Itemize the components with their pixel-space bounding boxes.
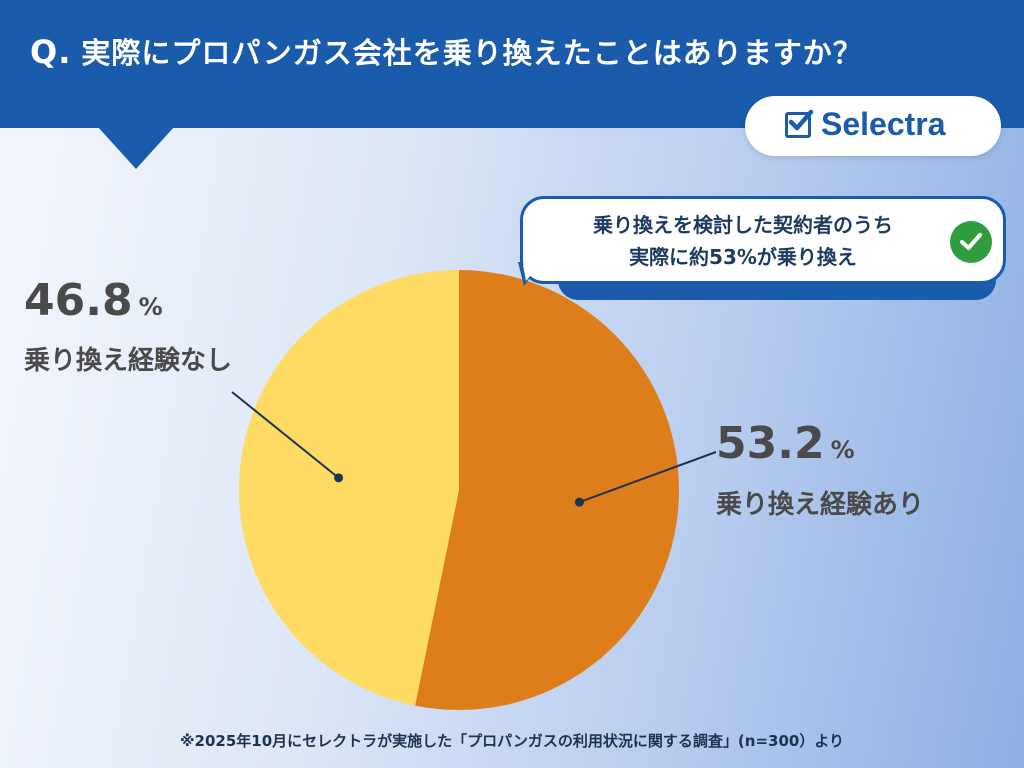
leader-dot-0 — [574, 497, 584, 507]
callout-bubble: 乗り換えを検討した契約者のうち 実際に約53%が乗り換え — [520, 196, 1006, 284]
question-title: Q. 実際にプロパンガス会社を乗り換えたことはありますか？ — [30, 30, 863, 72]
logo-text: Selectra — [821, 106, 946, 142]
pie-slice-not-switched — [238, 270, 459, 706]
footnote: ※2025年10月にセレクトラが実施した「プロパンガスの利用状況に関する調査」(… — [179, 732, 845, 750]
pct-value-switched: 53.2 — [716, 418, 825, 469]
pct-label-not-switched: 46.8% — [24, 275, 163, 326]
slice-label-not-switched: 乗り換え経験なし — [24, 346, 233, 376]
pct-label-switched: 53.2% — [716, 418, 855, 469]
question-mark-label: Q. — [30, 33, 72, 71]
slice-label-switched: 乗り換え経験あり — [716, 490, 925, 520]
callout-text: 乗り換えを検討した契約者のうち 実際に約53%が乗り換え — [543, 209, 943, 273]
leader-line-0 — [579, 451, 717, 504]
pct-value-not-switched: 46.8 — [24, 275, 133, 326]
callout-tail-inner — [523, 265, 539, 281]
callout-line-2: 実際に約53%が乗り換え — [629, 245, 857, 269]
callout-line-1: 乗り換えを検討した契約者のうち — [593, 213, 893, 237]
leader-line-1 — [231, 391, 340, 479]
question-text: 実際にプロパンガス会社を乗り換えたことはありますか？ — [81, 36, 863, 70]
selectra-logo: Selectra — [745, 96, 1001, 156]
pct-unit-switched: % — [830, 436, 855, 464]
logo-checkbox-icon — [785, 109, 814, 138]
leader-dot-1 — [334, 473, 344, 483]
pie-slice-switched — [415, 270, 679, 710]
pct-unit-not-switched: % — [138, 293, 163, 321]
header-pointer — [98, 127, 174, 169]
green-check-icon — [950, 221, 992, 263]
